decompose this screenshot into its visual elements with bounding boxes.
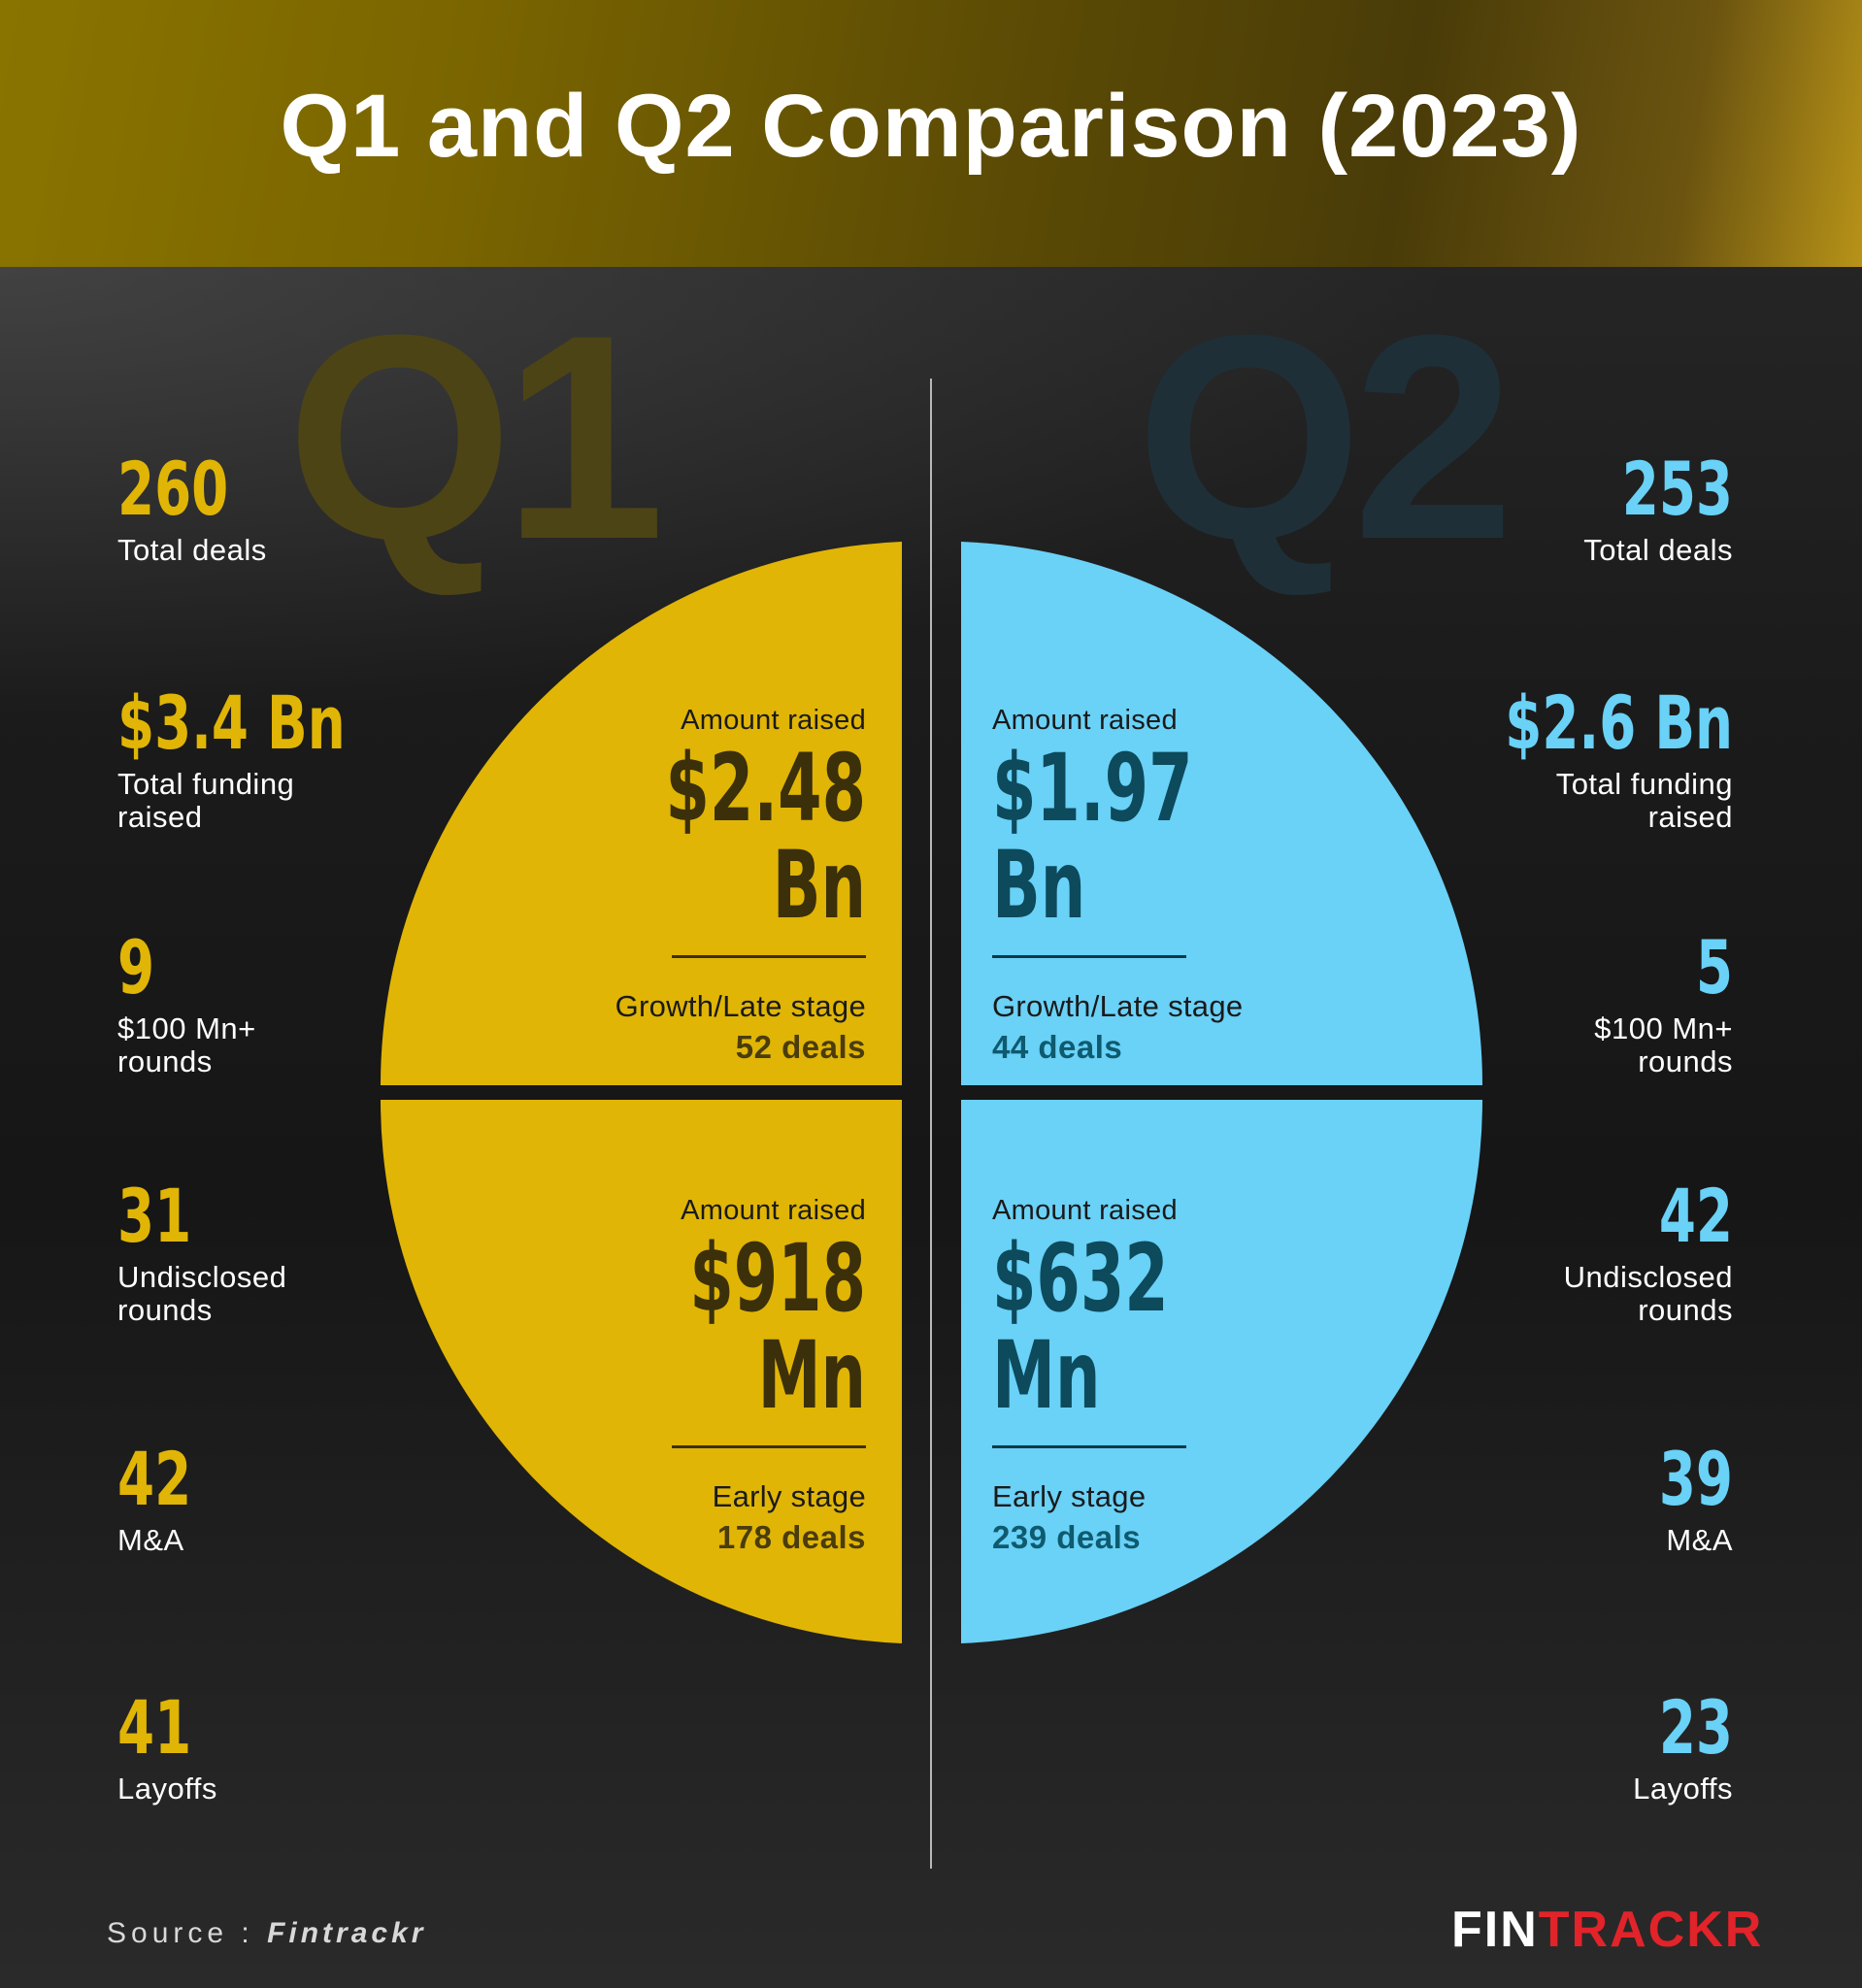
divider-rule — [672, 955, 866, 958]
amount-label: Amount raised — [681, 1195, 866, 1226]
stage-deals: 239 deals — [992, 1519, 1142, 1555]
q2-early-wedge — [961, 1100, 1482, 1643]
q1-stat-layoffs: 41 Layoffs — [117, 1687, 467, 1806]
divider-rule — [992, 1445, 1186, 1448]
stat-value: 9 — [117, 924, 155, 1011]
stat-value: 5 — [1695, 924, 1733, 1011]
amount-value: $632 Mn — [992, 1224, 1169, 1430]
stat-label: Layoffs — [117, 1772, 217, 1806]
q1-growth-text: Amount raised $2.48 Bn Growth/Late stage… — [555, 705, 866, 1067]
divider-rule — [672, 1445, 866, 1448]
stat-value: 42 — [117, 1436, 192, 1522]
stat-value: $2.6 Bn — [1505, 679, 1733, 766]
q2-watermark: Q2 — [1136, 274, 1514, 600]
q1-growth-shape — [381, 542, 902, 1085]
stat-value: 260 — [117, 446, 229, 532]
q1-stat-total-deals: 260 Total deals — [117, 448, 467, 567]
q2-stat-undisclosed-rounds: 42 Undisclosed rounds — [1383, 1176, 1733, 1327]
amount-label: Amount raised — [992, 705, 1178, 736]
q2-growth-text: Amount raised $1.97 Bn Growth/Late stage… — [992, 705, 1303, 1067]
stat-label: Undisclosed rounds — [117, 1260, 287, 1327]
q2-stat-m-and-a: 39 M&A — [1383, 1439, 1733, 1557]
q2-growth-shape — [961, 542, 1482, 1085]
stat-label: Total funding raised — [117, 767, 295, 834]
q2-stat-total-funding: $2.6 Bn Total funding raised — [1383, 682, 1733, 834]
stage-label: Early stage — [712, 1479, 866, 1513]
header-banner: Q1 and Q2 Comparison (2023) — [0, 0, 1862, 267]
stage-deals: 52 deals — [735, 1029, 866, 1065]
stat-label: M&A — [117, 1523, 184, 1557]
stat-label: Layoffs — [1633, 1772, 1733, 1806]
amount-value: $2.48 Bn — [665, 734, 866, 940]
stat-label: M&A — [1666, 1523, 1733, 1557]
stage-label: Early stage — [992, 1479, 1147, 1513]
stat-label: Total funding raised — [1555, 767, 1733, 834]
stat-value: 23 — [1658, 1684, 1733, 1771]
source-name: Fintrackr — [267, 1917, 427, 1949]
stat-value: 39 — [1658, 1436, 1733, 1522]
q1-stat-total-funding: $3.4 Bn Total funding raised — [117, 682, 467, 834]
brand-logo-white: FIN — [1451, 1902, 1539, 1958]
q2-growth-wedge — [961, 542, 1482, 1085]
center-divider — [930, 379, 932, 1869]
source-prefix: Source : — [107, 1917, 268, 1949]
amount-label: Amount raised — [681, 705, 866, 736]
q1-early-text: Amount raised $918 Mn Early stage 178 de… — [555, 1195, 866, 1557]
stat-label: Undisclosed rounds — [1563, 1260, 1733, 1327]
q1-watermark: Q1 — [286, 274, 665, 600]
q2-early-shape — [961, 1100, 1482, 1643]
amount-value: $918 Mn — [689, 1224, 866, 1430]
stat-label: $100 Mn+ rounds — [117, 1011, 256, 1078]
source-credit: Source : Fintrackr — [107, 1917, 426, 1950]
amount-value: $1.97 Bn — [992, 734, 1193, 940]
stat-value: 41 — [117, 1684, 192, 1771]
stat-value: 42 — [1658, 1173, 1733, 1259]
brand-logo: FINTRACKR — [1451, 1901, 1763, 1959]
q1-growth-quarter: Amount raised $2.48 Bn Growth/Late stage… — [381, 542, 902, 1085]
q2-growth-quarter: Amount raised $1.97 Bn Growth/Late stage… — [961, 542, 1482, 1085]
q1-stat-m-and-a: 42 M&A — [117, 1439, 467, 1557]
q1-early-shape — [381, 1100, 902, 1643]
stat-value: 31 — [117, 1173, 192, 1259]
q1-early-quarter: Amount raised $918 Mn Early stage 178 de… — [381, 1100, 902, 1643]
q1-growth-wedge — [381, 542, 902, 1085]
stat-label: Total deals — [1583, 533, 1733, 567]
q2-early-quarter: Amount raised $632 Mn Early stage 239 de… — [961, 1100, 1482, 1643]
stat-label: $100 Mn+ rounds — [1594, 1011, 1733, 1078]
amount-label: Amount raised — [992, 1195, 1178, 1226]
stage-deals: 178 deals — [716, 1519, 866, 1555]
q1-early-wedge — [381, 1100, 902, 1643]
stat-value: $3.4 Bn — [117, 679, 346, 766]
divider-rule — [992, 955, 1186, 958]
stage-label: Growth/Late stage — [992, 989, 1244, 1023]
q1-stat-undisclosed-rounds: 31 Undisclosed rounds — [117, 1176, 467, 1327]
q2-stat-100mn-rounds: 5 $100 Mn+ rounds — [1383, 927, 1733, 1078]
stage-label: Growth/Late stage — [615, 989, 866, 1023]
q2-stat-total-deals: 253 Total deals — [1383, 448, 1733, 567]
stat-label: Total deals — [117, 533, 267, 567]
stage-deals: 44 deals — [992, 1029, 1123, 1065]
brand-logo-red: TRACKR — [1538, 1902, 1764, 1958]
q2-early-text: Amount raised $632 Mn Early stage 239 de… — [992, 1195, 1303, 1557]
stat-value: 253 — [1621, 446, 1733, 532]
q2-stat-layoffs: 23 Layoffs — [1383, 1687, 1733, 1806]
page-title: Q1 and Q2 Comparison (2023) — [280, 77, 1582, 176]
q1-stat-100mn-rounds: 9 $100 Mn+ rounds — [117, 927, 467, 1078]
